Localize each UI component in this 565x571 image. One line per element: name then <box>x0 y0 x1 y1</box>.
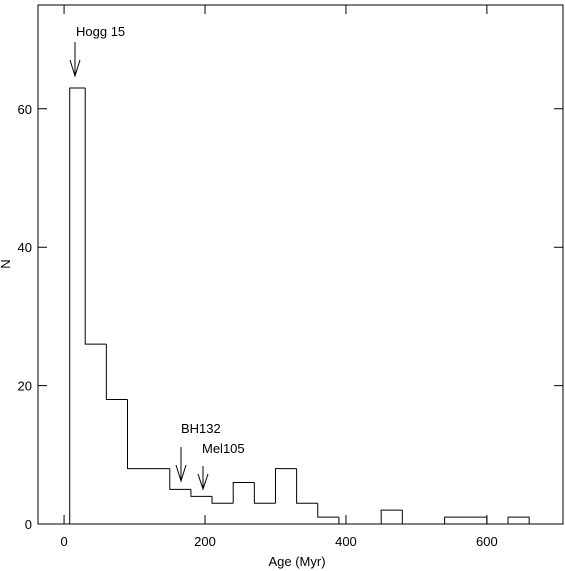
histogram-bin <box>486 517 509 525</box>
histogram-bin <box>507 516 530 524</box>
arrow <box>197 466 209 491</box>
y-tick-label: 40 <box>18 240 32 255</box>
histogram-bin <box>444 516 466 524</box>
x-axis-label: Age (Myr) <box>268 554 325 569</box>
arrow <box>69 42 81 78</box>
arrow <box>175 447 187 483</box>
x-tick-label: 200 <box>194 534 216 549</box>
annotation-mel105: Mel105 <box>197 441 245 491</box>
histogram-bin <box>338 517 361 525</box>
y-axis-label: N <box>0 259 13 268</box>
histogram-bin <box>190 489 213 497</box>
annotation-text: Hogg 15 <box>76 24 125 39</box>
histogram-bin <box>401 510 424 525</box>
histogram-bin <box>296 468 318 504</box>
histogram-bin <box>105 344 128 400</box>
histogram-bin <box>211 496 234 504</box>
histogram-bin <box>380 509 403 524</box>
histogram-bin <box>126 399 149 470</box>
histogram-bin <box>232 481 255 504</box>
histogram-bin <box>274 468 297 504</box>
histogram-bin <box>253 482 276 504</box>
y-tick-label: 0 <box>25 517 32 532</box>
histogram-bin <box>69 87 86 524</box>
x-tick-label: 0 <box>60 534 67 549</box>
histogram-bin <box>169 468 191 490</box>
annotation-hogg: Hogg 15 <box>69 24 125 78</box>
annotation-text: Mel105 <box>202 441 245 456</box>
annotation-bh132: BH132 <box>175 421 221 483</box>
annotation-text: BH132 <box>181 421 221 436</box>
histogram-bin <box>84 88 107 345</box>
y-tick-label: 20 <box>18 379 32 394</box>
plot-frame <box>37 4 564 525</box>
x-tick-label: 600 <box>476 534 498 549</box>
histogram-bin <box>317 503 339 518</box>
x-tick-label: 400 <box>335 534 357 549</box>
y-tick-label: 60 <box>18 102 32 117</box>
